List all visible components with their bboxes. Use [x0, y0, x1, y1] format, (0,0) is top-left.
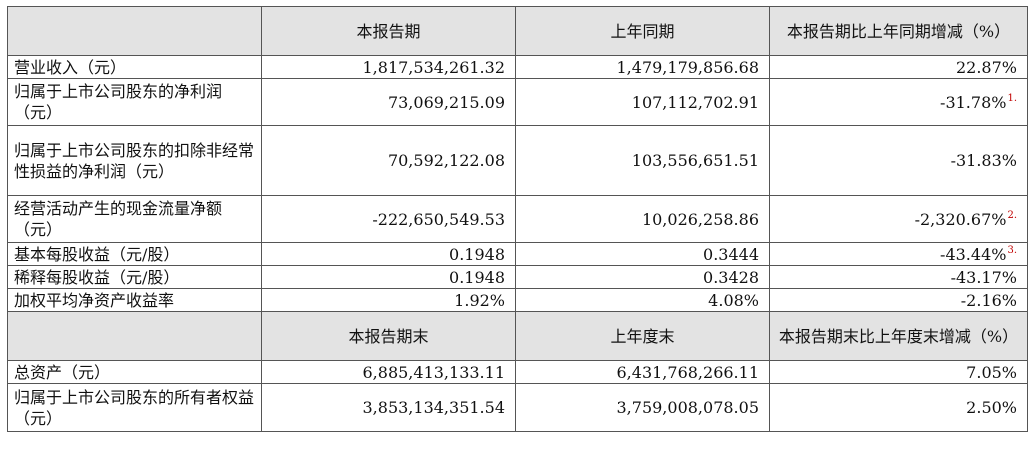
row-label: 营业收入（元）	[7, 55, 262, 79]
header-blank-cell	[7, 311, 262, 361]
prior-value: 0.3428	[515, 265, 770, 289]
footnote-marker: 1.	[1007, 93, 1017, 105]
change-value: -2.16%	[769, 288, 1028, 312]
header-period-change: 本报告期比上年同期增减（%）	[769, 6, 1028, 56]
row-label: 经营活动产生的现金流量净额（元）	[7, 195, 262, 243]
current-value: 70,592,122.08	[261, 125, 516, 196]
table-row: 稀释每股收益（元/股） 0.1948 0.3428 -43.17%	[7, 265, 1028, 289]
header-current-period: 本报告期	[261, 6, 516, 56]
prior-value: 6,431,768,266.11	[515, 360, 770, 384]
prior-value: 107,112,702.91	[515, 78, 770, 126]
financial-summary-table: 本报告期 上年同期 本报告期比上年同期增减（%） 营业收入（元） 1,817,5…	[7, 6, 1028, 432]
change-value: -2,320.67%2.	[769, 195, 1028, 243]
header-blank-cell	[7, 6, 262, 56]
table-row: 营业收入（元） 1,817,534,261.32 1,479,179,856.6…	[7, 55, 1028, 79]
prior-value: 0.3444	[515, 242, 770, 266]
current-value: 1.92%	[261, 288, 516, 312]
table-row: 经营活动产生的现金流量净额（元） -222,650,549.53 10,026,…	[7, 195, 1028, 243]
change-value: 22.87%	[769, 55, 1028, 79]
change-value: -31.78%1.	[769, 78, 1028, 126]
change-value: 2.50%	[769, 383, 1028, 432]
table-row: 加权平均净资产收益率 1.92% 4.08% -2.16%	[7, 288, 1028, 312]
current-value: 1,817,534,261.32	[261, 55, 516, 79]
table-row: 归属于上市公司股东的扣除非经常性损益的净利润（元） 70,592,122.08 …	[7, 125, 1028, 196]
table-row: 基本每股收益（元/股） 0.1948 0.3444 -43.44%3.	[7, 242, 1028, 266]
current-value: 0.1948	[261, 265, 516, 289]
footnote-marker: 3.	[1007, 245, 1017, 257]
header-current-period-end: 本报告期末	[261, 311, 516, 361]
current-value: 3,853,134,351.54	[261, 383, 516, 432]
current-value: 0.1948	[261, 242, 516, 266]
row-label: 加权平均净资产收益率	[7, 288, 262, 312]
row-label: 归属于上市公司股东的扣除非经常性损益的净利润（元）	[7, 125, 262, 196]
change-value: -43.17%	[769, 265, 1028, 289]
current-value: -222,650,549.53	[261, 195, 516, 243]
prior-value: 103,556,651.51	[515, 125, 770, 196]
table-row: 总资产（元） 6,885,413,133.11 6,431,768,266.11…	[7, 360, 1028, 384]
current-value: 6,885,413,133.11	[261, 360, 516, 384]
row-label: 总资产（元）	[7, 360, 262, 384]
header-prior-period: 上年同期	[515, 6, 770, 56]
prior-value: 3,759,008,078.05	[515, 383, 770, 432]
current-value: 73,069,215.09	[261, 78, 516, 126]
header-prior-year-end: 上年度末	[515, 311, 770, 361]
prior-value: 4.08%	[515, 288, 770, 312]
prior-value: 1,479,179,856.68	[515, 55, 770, 79]
row-label: 归属于上市公司股东的所有者权益（元）	[7, 383, 262, 432]
table-row: 归属于上市公司股东的净利润（元） 73,069,215.09 107,112,7…	[7, 78, 1028, 126]
footnote-marker: 2.	[1007, 210, 1017, 222]
change-value: -31.83%	[769, 125, 1028, 196]
table-row: 归属于上市公司股东的所有者权益（元） 3,853,134,351.54 3,75…	[7, 383, 1028, 432]
change-value: 7.05%	[769, 360, 1028, 384]
header-period-end-change: 本报告期末比上年度末增减（%）	[769, 311, 1028, 361]
row-label: 基本每股收益（元/股）	[7, 242, 262, 266]
change-value: -43.44%3.	[769, 242, 1028, 266]
row-label: 归属于上市公司股东的净利润（元）	[7, 78, 262, 126]
row-label: 稀释每股收益（元/股）	[7, 265, 262, 289]
header-row-period-end: 本报告期末 上年度末 本报告期末比上年度末增减（%）	[7, 311, 1028, 361]
prior-value: 10,026,258.86	[515, 195, 770, 243]
header-row-period: 本报告期 上年同期 本报告期比上年同期增减（%）	[7, 6, 1028, 56]
